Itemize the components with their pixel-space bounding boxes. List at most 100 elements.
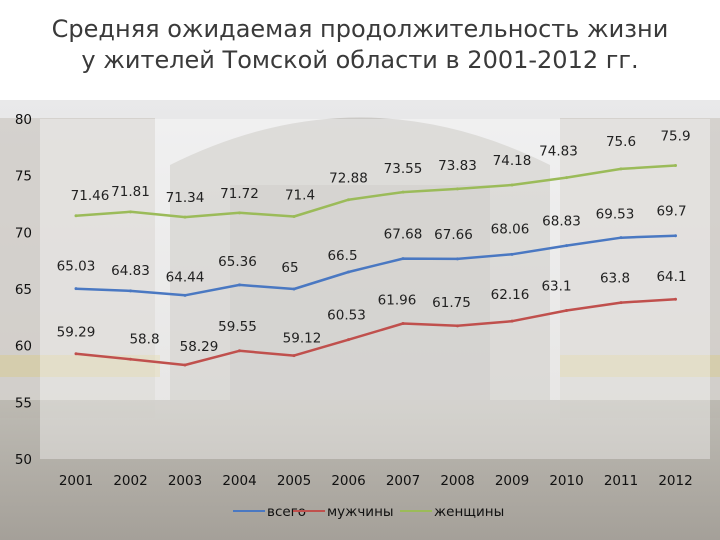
data-label: 64.83 — [111, 263, 150, 279]
data-point — [347, 270, 350, 274]
data-point — [674, 234, 677, 238]
x-tick-label: 2002 — [113, 473, 147, 489]
data-label: 66.5 — [327, 248, 357, 264]
data-label: 58.8 — [129, 331, 159, 347]
data-point — [292, 287, 296, 291]
y-axis: 50 55 60 65 70 75 80 — [15, 112, 32, 468]
data-point — [238, 211, 241, 215]
data-point — [292, 214, 296, 218]
data-label: 59.55 — [218, 319, 257, 335]
x-axis: 2001 2002 2003 2004 2005 2006 2007 2008 2009 2010… — [59, 473, 693, 489]
data-point — [619, 301, 623, 305]
data-point — [510, 319, 514, 323]
data-point — [619, 236, 623, 240]
series-line — [74, 164, 677, 219]
chart-title-line-2: у жителей Томской области в 2001-2012 гг… — [81, 46, 639, 74]
data-label: 69.7 — [656, 204, 686, 220]
data-label: 69.53 — [596, 207, 635, 223]
data-label: 65.36 — [218, 254, 257, 270]
data-point — [238, 283, 241, 287]
data-point — [674, 163, 677, 167]
legend-label-vsego: всего — [267, 504, 306, 520]
data-label: 73.55 — [384, 161, 423, 177]
data-label: 65.03 — [57, 259, 96, 275]
data-label: 71.34 — [166, 190, 205, 206]
data-point — [565, 309, 568, 313]
chart-title-line-1: Средняя ожидаемая продолжительность жизн… — [51, 15, 669, 43]
data-point — [129, 357, 132, 361]
x-tick-label: 2003 — [168, 473, 202, 489]
data-point — [292, 354, 296, 358]
data-point — [129, 210, 132, 214]
x-tick-label: 2004 — [222, 473, 256, 489]
legend-label-zhenshchiny: женщины — [434, 504, 504, 520]
data-label: 71.4 — [285, 187, 315, 203]
data-point — [401, 321, 405, 325]
data-label: 71.72 — [220, 186, 259, 202]
plot-area — [40, 119, 710, 459]
data-label: 61.75 — [432, 295, 471, 311]
y-tick-label: 55 — [15, 395, 32, 411]
chart-title: Средняя ожидаемая продолжительность жизн… — [30, 14, 690, 76]
y-tick-label: 60 — [15, 339, 32, 355]
data-label: 62.16 — [491, 287, 530, 303]
series-line — [74, 297, 677, 367]
data-point — [347, 198, 350, 202]
x-tick-label: 2010 — [549, 473, 583, 489]
data-label: 63.1 — [541, 279, 571, 295]
data-label: 73.83 — [438, 158, 477, 174]
data-point — [510, 252, 514, 256]
data-point — [183, 293, 187, 297]
data-point — [74, 287, 78, 291]
legend: всего мужчины женщины — [233, 504, 504, 520]
data-point — [238, 349, 241, 353]
data-point — [347, 338, 350, 342]
data-label: 65 — [281, 260, 298, 276]
data-label: 75.9 — [660, 128, 690, 144]
data-label: 58.29 — [180, 339, 219, 355]
x-tick-label: 2001 — [59, 473, 93, 489]
data-label: 74.18 — [493, 153, 532, 169]
data-label: 64.1 — [656, 269, 686, 285]
x-tick-label: 2007 — [386, 473, 420, 489]
legend-label-muzhchiny: мужчины — [327, 504, 394, 520]
data-label: 67.66 — [434, 227, 473, 243]
data-point — [456, 324, 459, 328]
data-label: 71.81 — [111, 184, 150, 200]
data-point — [674, 297, 677, 301]
x-tick-label: 2006 — [331, 473, 365, 489]
data-point — [456, 187, 459, 191]
x-tick-label: 2011 — [604, 473, 638, 489]
y-tick-label: 80 — [15, 112, 32, 128]
series-lines — [74, 164, 677, 367]
data-label: 68.06 — [491, 221, 530, 237]
data-labels: 65.03 64.83 64.44 65.36 65 66.5 67.68 67.66 68.0… — [57, 128, 691, 367]
data-label: 72.88 — [329, 171, 368, 187]
data-label: 60.53 — [327, 308, 366, 324]
data-label: 64.44 — [166, 269, 205, 285]
data-label: 68.83 — [542, 214, 581, 230]
data-point — [619, 167, 623, 171]
data-point — [565, 244, 568, 248]
data-label: 75.6 — [606, 134, 636, 150]
data-point — [129, 289, 132, 293]
data-point — [401, 257, 405, 261]
data-point — [74, 214, 78, 218]
x-tick-label: 2008 — [440, 473, 474, 489]
y-tick-label: 75 — [15, 169, 32, 185]
x-tick-label: 2009 — [495, 473, 529, 489]
data-point — [401, 190, 405, 194]
data-point — [183, 363, 187, 367]
series-line — [74, 234, 677, 297]
data-label: 74.83 — [539, 144, 578, 160]
x-tick-label: 2005 — [277, 473, 311, 489]
data-label: 59.12 — [283, 331, 322, 347]
data-label: 63.8 — [600, 271, 630, 287]
data-point — [565, 176, 568, 180]
data-point — [456, 257, 459, 261]
data-label: 61.96 — [378, 292, 417, 308]
data-label: 71.46 — [71, 188, 110, 204]
data-label: 59.29 — [57, 325, 96, 341]
